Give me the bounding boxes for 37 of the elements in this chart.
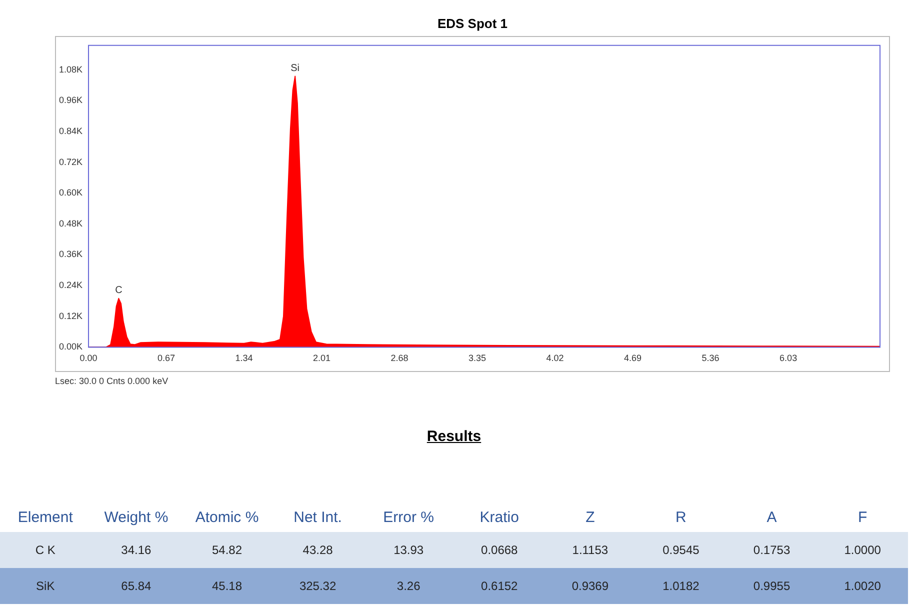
category-label: Net Int. bbox=[292, 508, 343, 528]
x-tick-label: 3.35 bbox=[468, 353, 486, 364]
annotation: Si bbox=[290, 62, 300, 74]
y-tick-label: 0.12K bbox=[58, 310, 83, 321]
x-tick-label: 0.67 bbox=[158, 353, 176, 364]
shaded-row: C K 34.16 54.82 43.28 13.93 0.0668 1.1153 0.9545 0.1753 1.0000 bbox=[0, 532, 908, 568]
y-tick-label: 0.00K bbox=[58, 342, 83, 352]
y-tick-label: 0.84K bbox=[58, 126, 83, 136]
x-tick-label: 4.69 bbox=[624, 353, 642, 364]
y-tick-label: 0.24K bbox=[58, 280, 83, 290]
x-tick-label: 6.03 bbox=[780, 353, 798, 364]
category-label: Error % bbox=[382, 508, 435, 528]
x-tick-label: 2.01 bbox=[313, 353, 331, 364]
text: Element bbox=[16, 508, 74, 528]
y-tick-label: 0.72K bbox=[58, 156, 83, 167]
category-label: R bbox=[674, 508, 688, 528]
text: Lsec: 30.0 0 Cnts 0.000 keV bbox=[55, 376, 170, 386]
category-label: Kratio bbox=[478, 508, 520, 528]
category-label: Weight % bbox=[103, 508, 170, 528]
x-tick-label: 5.36 bbox=[702, 353, 720, 364]
category-label: Atomic % bbox=[194, 508, 260, 528]
category-label: F bbox=[857, 508, 868, 528]
y-tick-label: 0.36K bbox=[58, 249, 83, 260]
x-tick-label: 1.34 bbox=[235, 353, 253, 364]
category-label: Z bbox=[584, 508, 596, 528]
text: Results bbox=[426, 428, 482, 447]
y-tick-label: 0.96K bbox=[58, 95, 83, 106]
x-tick-label: 2.68 bbox=[390, 353, 408, 364]
category-label: A bbox=[766, 508, 778, 528]
x-tick-label: 4.02 bbox=[546, 353, 564, 364]
y-tick-label: 0.60K bbox=[58, 188, 83, 198]
y-tick-label: 1.08K bbox=[58, 64, 83, 74]
annotation: C bbox=[115, 285, 122, 296]
shaded-row: SiK 65.84 45.18 325.32 3.26 0.6152 0.9369 1.0182 0.9955 1.0020 bbox=[0, 568, 908, 604]
x-tick-label: 0.00 bbox=[80, 353, 98, 364]
y-tick-label: 0.48K bbox=[58, 218, 83, 228]
chart-title: EDS Spot 1 bbox=[436, 16, 509, 33]
